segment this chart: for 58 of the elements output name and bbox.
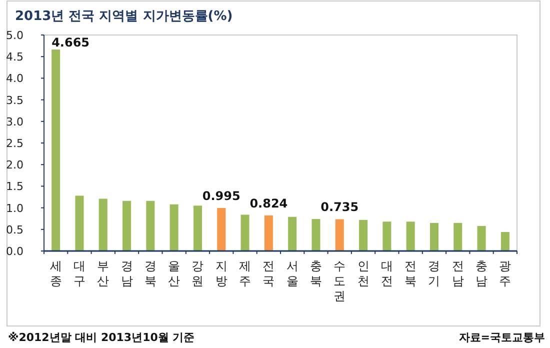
bar: [146, 200, 155, 251]
y-tick-label: 4.5: [6, 50, 24, 64]
data-label: 4.665: [52, 35, 90, 50]
data-label: 0.824: [250, 196, 288, 210]
x-tick-label: 경북: [144, 259, 156, 288]
data-label: 0.735: [320, 200, 359, 214]
bar: [500, 232, 510, 251]
y-tick-label: 2.0: [6, 158, 24, 172]
text: ※2012년말 대비 2013년10월 기준: [8, 331, 195, 344]
x-tick-label: 세종: [50, 259, 62, 288]
x-tick-label: 수도권: [334, 259, 346, 303]
bar: [382, 222, 392, 251]
text: 자료=국토교통부: [458, 331, 545, 344]
bar: [193, 206, 202, 251]
chart-title: 2013년 전국 지역별 지가변동률(%): [15, 9, 233, 24]
x-tick-label: 지방: [215, 259, 228, 288]
bar: [170, 204, 178, 251]
x-tick-label: 전국: [262, 259, 275, 288]
bar: [335, 219, 344, 251]
bar: [122, 200, 132, 251]
y-tick-label: 0.5: [6, 223, 24, 236]
x-tick-label: 대전: [380, 259, 393, 288]
bar: [264, 215, 273, 251]
bar: [359, 220, 368, 251]
bar: [75, 196, 84, 251]
x-tick-label: 광주: [499, 259, 512, 288]
x-tick-label: 강원: [192, 259, 204, 288]
y-tick-label: 3.5: [6, 94, 24, 107]
x-tick-label: 충북: [310, 259, 322, 288]
data-label: 0.995: [202, 189, 240, 204]
bar: [312, 219, 320, 251]
bar: [430, 222, 438, 251]
y-tick-label: 4.0: [6, 72, 24, 86]
y-tick-label: 1.5: [6, 180, 24, 194]
y-tick-label: 0.0: [6, 245, 24, 258]
bar: [52, 49, 60, 251]
bar: [98, 198, 108, 251]
x-tick-label: 충남: [476, 259, 488, 288]
x-tick-label: 인천: [357, 259, 370, 288]
x-tick-label: 전남: [452, 259, 464, 288]
bar: [217, 208, 226, 251]
x-tick-label: 경남: [120, 259, 133, 288]
bar: [454, 222, 462, 251]
bar: [288, 216, 297, 251]
y-tick-label: 2.5: [6, 137, 24, 150]
x-tick-label: 울산: [168, 259, 180, 288]
x-tick-label: 서울: [286, 259, 298, 288]
bar: [240, 214, 250, 251]
x-tick-label: 경기: [428, 259, 440, 288]
x-tick-label: 전북: [404, 259, 417, 288]
x-tick-label: 부산: [97, 259, 110, 288]
x-tick-label: 제주: [239, 259, 252, 288]
y-tick-label: 5.0: [6, 29, 24, 42]
x-tick-label: 대구: [73, 259, 86, 288]
y-tick-label: 1.0: [6, 202, 24, 215]
bar: [477, 226, 486, 251]
bar: [406, 222, 415, 251]
y-tick-label: 3.0: [6, 115, 24, 128]
